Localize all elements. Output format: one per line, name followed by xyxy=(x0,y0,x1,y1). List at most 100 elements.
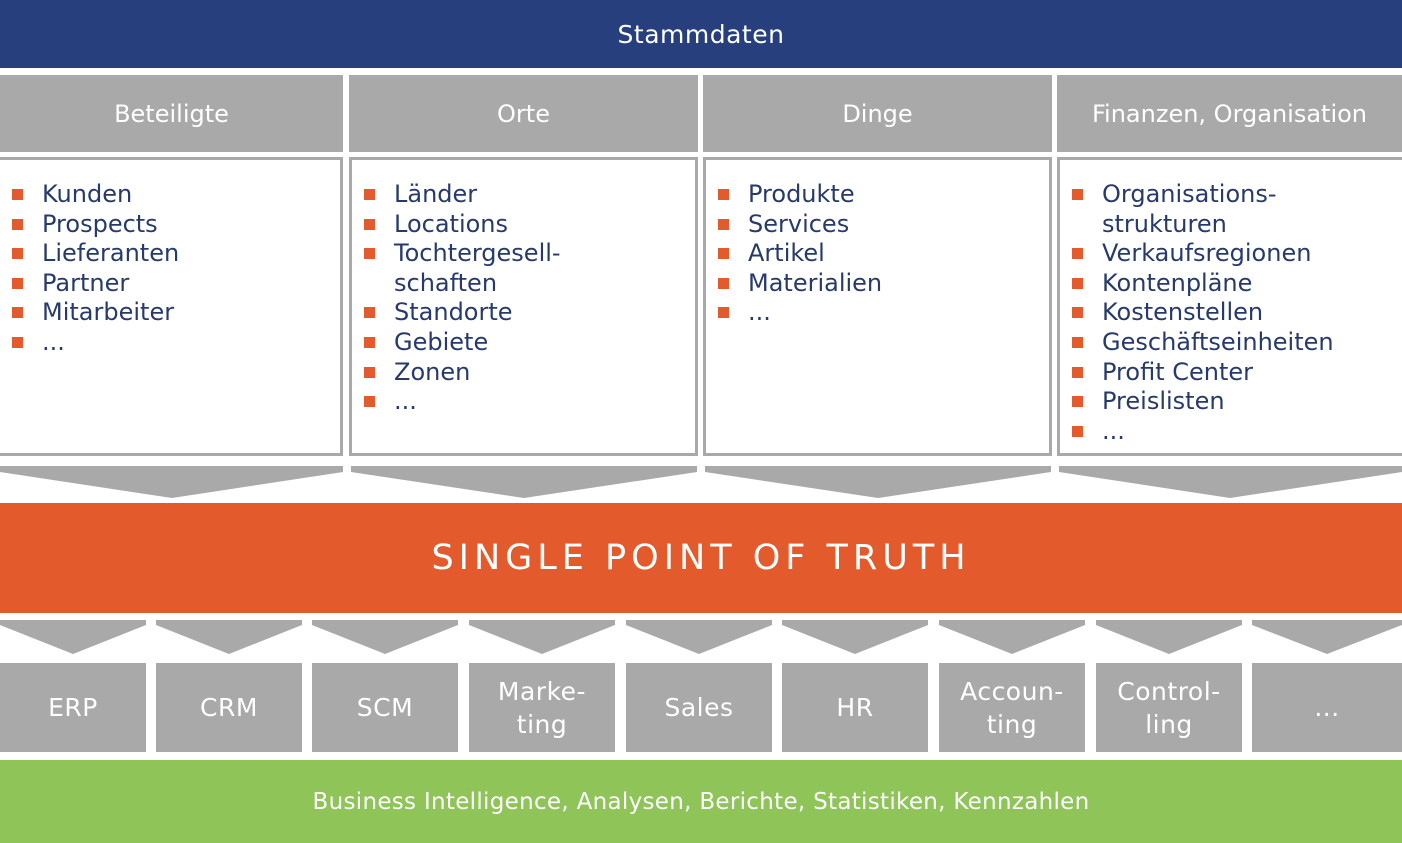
system-label: ERP xyxy=(48,693,98,722)
list-item-label: Standorte xyxy=(394,298,513,327)
square-bullet-icon xyxy=(718,248,729,260)
chevron-down-icon xyxy=(939,620,1085,654)
square-bullet-icon xyxy=(364,218,375,230)
square-bullet-icon xyxy=(364,366,375,378)
list-item: Locations xyxy=(364,210,695,240)
square-bullet-icon xyxy=(1072,425,1083,437)
chevron-row-top xyxy=(0,466,1402,498)
square-bullet-icon xyxy=(364,336,375,348)
list-item: Materialien xyxy=(718,269,1049,299)
list-item-label: Gebiete xyxy=(394,327,489,356)
chevron-down-icon xyxy=(782,620,928,654)
list-item: Gebiete xyxy=(364,328,695,358)
system-box-erp: ERP xyxy=(0,663,146,752)
square-bullet-icon xyxy=(718,277,729,289)
category-box-dinge: Produkte Services Artikel Materialien... xyxy=(703,157,1052,456)
list-item-label: Materialien xyxy=(748,268,883,297)
system-label: Marke- ting xyxy=(497,676,587,739)
system-label: CRM xyxy=(200,693,258,722)
square-bullet-icon xyxy=(12,307,23,319)
list-item-label: Artikel xyxy=(748,239,825,268)
system-box-scm: SCM xyxy=(312,663,458,752)
system-box-marketing: Marke- ting xyxy=(469,663,615,752)
chevron-down-icon xyxy=(469,620,615,654)
list-item: Organisations- strukturen xyxy=(1072,180,1402,239)
list-item-label: Zonen xyxy=(394,357,471,386)
square-bullet-icon xyxy=(718,189,729,200)
list-item: Länder xyxy=(364,180,695,210)
square-bullet-icon xyxy=(12,218,23,230)
list-item-label: Produkte xyxy=(748,180,855,208)
category-box-orte: Länder Locations Tochtergesell- schaften St… xyxy=(349,157,698,456)
list-item: Mitarbeiter xyxy=(12,298,340,328)
list-item-label: Länder xyxy=(394,180,478,208)
list-item: Lieferanten xyxy=(12,239,340,269)
system-box-controlling: Control- ling xyxy=(1096,663,1242,752)
chevron-down-icon xyxy=(156,620,302,654)
square-bullet-icon xyxy=(364,396,375,408)
list-item: Kostenstellen xyxy=(1072,298,1402,328)
list-item-label: Tochtergesell- schaften xyxy=(394,239,561,297)
category-list: Kunden Prospects Lieferanten Partner Mitarbe… xyxy=(12,180,340,358)
square-bullet-icon xyxy=(12,248,23,260)
square-bullet-icon xyxy=(12,277,23,289)
system-label: ... xyxy=(1314,693,1340,722)
square-bullet-icon xyxy=(1072,336,1083,348)
chevron-down-icon xyxy=(0,620,146,654)
list-item-label: Mitarbeiter xyxy=(42,298,175,327)
category-title: Orte xyxy=(497,99,550,128)
stammdaten-title: Stammdaten xyxy=(617,19,785,49)
list-item-label: Kunden xyxy=(42,180,133,208)
category-header-orte: Orte xyxy=(349,75,698,152)
business-intelligence-bar: Business Intelligence, Analysen, Bericht… xyxy=(0,760,1402,843)
system-label: SCM xyxy=(356,693,414,722)
system-label: Control- ling xyxy=(1117,676,1221,739)
category-box-finanzen: Organisations- strukturen Verkaufsregione… xyxy=(1057,157,1402,456)
list-item-label: ... xyxy=(42,327,65,356)
list-item-label: Lieferanten xyxy=(42,239,180,268)
list-item: Prospects xyxy=(12,210,340,240)
list-item: ... xyxy=(1072,417,1402,447)
chevron-row-bottom xyxy=(0,620,1402,654)
system-box-more: ... xyxy=(1252,663,1402,752)
list-item: Geschäftseinheiten xyxy=(1072,328,1402,358)
list-item: Tochtergesell- schaften xyxy=(364,239,695,298)
list-item: Services xyxy=(718,210,1049,240)
square-bullet-icon xyxy=(1072,189,1083,200)
category-header-dinge: Dinge xyxy=(703,75,1052,152)
list-item-label: Geschäftseinheiten xyxy=(1102,327,1334,356)
system-label: Accoun- ting xyxy=(960,676,1064,739)
system-label: Sales xyxy=(664,693,734,722)
square-bullet-icon xyxy=(1072,248,1083,260)
chevron-down-icon xyxy=(1096,620,1242,654)
list-item-label: ... xyxy=(1102,416,1125,445)
square-bullet-icon xyxy=(1072,366,1083,378)
list-item-label: Organisations- strukturen xyxy=(1102,180,1277,238)
list-item: Kunden xyxy=(12,180,340,210)
list-item-label: ... xyxy=(394,387,417,416)
stammdaten-header: Stammdaten xyxy=(0,0,1402,68)
category-list: Organisations- strukturen Verkaufsregione… xyxy=(1072,180,1402,446)
system-box-crm: CRM xyxy=(156,663,302,752)
list-item-label: Partner xyxy=(42,268,130,297)
list-item: Verkaufsregionen xyxy=(1072,239,1402,269)
list-item: ... xyxy=(718,298,1049,328)
list-item: Kontenpläne xyxy=(1072,269,1402,299)
single-point-of-truth-bar: SINGLE POINT OF TRUTH xyxy=(0,503,1402,613)
list-item-label: Locations xyxy=(394,209,509,238)
list-item-label: Kostenstellen xyxy=(1102,298,1264,327)
list-item: Produkte xyxy=(718,180,1049,210)
category-box-beteiligte: Kunden Prospects Lieferanten Partner Mitarbe… xyxy=(0,157,343,456)
square-bullet-icon xyxy=(718,218,729,230)
square-bullet-icon xyxy=(1072,307,1083,319)
list-item: Preislisten xyxy=(1072,387,1402,417)
category-header-finanzen: Finanzen, Organisation xyxy=(1057,75,1402,152)
square-bullet-icon xyxy=(12,189,23,200)
list-item: ... xyxy=(364,387,695,417)
square-bullet-icon xyxy=(364,307,375,319)
list-item-label: Services xyxy=(748,209,850,238)
square-bullet-icon xyxy=(1072,277,1083,289)
chevron-down-icon xyxy=(1059,466,1402,498)
list-item: Zonen xyxy=(364,358,695,388)
category-title: Dinge xyxy=(842,99,913,128)
